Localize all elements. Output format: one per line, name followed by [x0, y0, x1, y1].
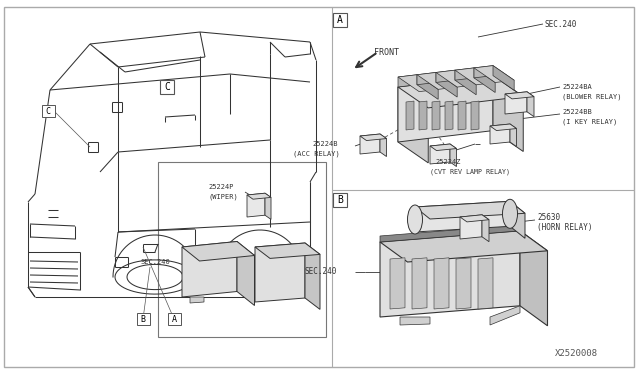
- Polygon shape: [510, 124, 516, 147]
- Text: 25224BA: 25224BA: [562, 84, 592, 90]
- Polygon shape: [505, 92, 527, 114]
- Polygon shape: [398, 75, 417, 87]
- Polygon shape: [458, 101, 466, 130]
- Polygon shape: [380, 134, 387, 157]
- Polygon shape: [493, 65, 514, 90]
- Polygon shape: [398, 87, 428, 163]
- Polygon shape: [455, 68, 474, 80]
- Polygon shape: [490, 124, 510, 144]
- Polygon shape: [182, 241, 237, 297]
- Polygon shape: [182, 241, 255, 261]
- Polygon shape: [265, 193, 271, 219]
- Polygon shape: [510, 201, 525, 238]
- Text: 25224B: 25224B: [312, 141, 338, 147]
- Text: B: B: [141, 314, 145, 324]
- Polygon shape: [482, 215, 489, 242]
- Polygon shape: [255, 243, 305, 302]
- Polygon shape: [436, 73, 457, 97]
- Polygon shape: [255, 243, 320, 259]
- Text: SEC.240: SEC.240: [305, 267, 337, 276]
- Polygon shape: [380, 225, 520, 242]
- Bar: [158, 162, 326, 337]
- Text: 25224BB: 25224BB: [562, 109, 592, 115]
- Text: B: B: [337, 195, 343, 205]
- Bar: [168, 313, 180, 325]
- Ellipse shape: [502, 199, 518, 228]
- Text: (CVT REV LAMP RELAY): (CVT REV LAMP RELAY): [430, 169, 510, 175]
- Polygon shape: [247, 193, 265, 217]
- Text: 25224Z: 25224Z: [435, 159, 461, 165]
- Polygon shape: [398, 76, 493, 142]
- Polygon shape: [430, 144, 450, 164]
- Polygon shape: [471, 101, 479, 130]
- Text: (HORN RELAY): (HORN RELAY): [537, 222, 593, 231]
- Polygon shape: [493, 76, 524, 151]
- Text: (I KEY RELAY): (I KEY RELAY): [562, 119, 617, 125]
- Bar: [333, 193, 347, 207]
- Polygon shape: [190, 297, 204, 303]
- Polygon shape: [390, 258, 405, 309]
- Polygon shape: [460, 215, 482, 239]
- Polygon shape: [412, 258, 427, 309]
- Text: C: C: [45, 106, 51, 115]
- Polygon shape: [527, 92, 534, 117]
- Text: X2520008: X2520008: [555, 350, 598, 359]
- Text: C: C: [164, 82, 170, 92]
- Polygon shape: [478, 258, 493, 309]
- Text: (WIPER): (WIPER): [208, 194, 237, 200]
- Polygon shape: [505, 92, 534, 99]
- Polygon shape: [432, 101, 440, 130]
- Bar: [160, 80, 174, 94]
- Polygon shape: [474, 65, 514, 83]
- Polygon shape: [360, 134, 380, 154]
- Text: SEC.240: SEC.240: [140, 259, 170, 265]
- Polygon shape: [455, 68, 495, 85]
- Text: SEC.240: SEC.240: [545, 19, 577, 29]
- Polygon shape: [490, 124, 516, 131]
- Text: FRONT: FRONT: [374, 48, 399, 57]
- Polygon shape: [430, 144, 456, 151]
- Text: A: A: [172, 314, 177, 324]
- Text: (BLOWER RELAY): (BLOWER RELAY): [562, 94, 621, 100]
- Ellipse shape: [408, 205, 422, 234]
- Polygon shape: [406, 101, 414, 130]
- Polygon shape: [417, 73, 457, 89]
- Polygon shape: [415, 201, 525, 219]
- Polygon shape: [460, 215, 489, 222]
- Polygon shape: [419, 101, 427, 130]
- Polygon shape: [417, 73, 436, 85]
- Bar: [333, 13, 347, 27]
- Polygon shape: [445, 101, 453, 130]
- Polygon shape: [247, 193, 271, 199]
- Polygon shape: [450, 144, 456, 167]
- Polygon shape: [436, 70, 476, 87]
- Polygon shape: [360, 134, 387, 141]
- Text: A: A: [337, 15, 343, 25]
- Polygon shape: [417, 75, 438, 99]
- Polygon shape: [237, 241, 255, 305]
- Polygon shape: [380, 231, 520, 317]
- Polygon shape: [456, 258, 471, 309]
- Text: (ACC RELAY): (ACC RELAY): [293, 151, 340, 157]
- Polygon shape: [455, 70, 476, 95]
- Polygon shape: [474, 68, 495, 93]
- Polygon shape: [474, 65, 493, 78]
- Polygon shape: [305, 243, 320, 310]
- Polygon shape: [398, 75, 438, 92]
- Polygon shape: [398, 76, 524, 108]
- Polygon shape: [400, 317, 430, 325]
- Text: 25630: 25630: [537, 212, 560, 221]
- Polygon shape: [434, 258, 449, 309]
- Polygon shape: [520, 231, 547, 326]
- Polygon shape: [436, 70, 455, 83]
- Polygon shape: [415, 201, 510, 232]
- Bar: [136, 313, 150, 325]
- Polygon shape: [380, 231, 547, 262]
- Text: 25224P: 25224P: [208, 184, 234, 190]
- Polygon shape: [490, 306, 520, 325]
- Bar: [42, 105, 54, 117]
